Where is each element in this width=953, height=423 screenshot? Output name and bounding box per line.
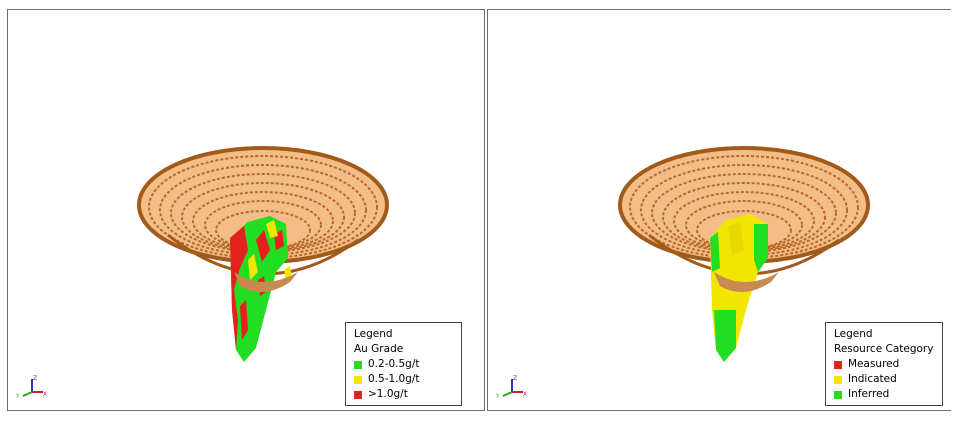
legend-item: 0.5-1.0g/t xyxy=(354,372,453,387)
pit-orebody-model-resource-category xyxy=(618,146,870,362)
legend-item: 0.2-0.5g/t xyxy=(354,357,453,372)
pit-floor xyxy=(234,272,298,293)
legend-swatch xyxy=(354,360,362,369)
legend-item-label: Indicated xyxy=(848,373,897,385)
legend-item: Inferred xyxy=(834,387,934,402)
legend-swatch xyxy=(834,375,842,384)
axis-triad-icon: Z X Y xyxy=(15,375,47,400)
axis-y-label: Y xyxy=(16,393,20,400)
viewport-resource-category[interactable]: Z X Y Legend Resource Category Measured … xyxy=(487,9,951,411)
legend-item-label: Measured xyxy=(848,358,900,370)
axis-x-label: X xyxy=(523,391,527,398)
legend-swatch xyxy=(834,360,842,369)
viewport-au-grade[interactable]: Z X Y Legend Au Grade 0.2-0.5g/t 0.5-1.0… xyxy=(7,9,485,411)
legend-swatch xyxy=(354,375,362,384)
legend-title: Legend xyxy=(834,328,873,340)
axis-x-label: X xyxy=(43,391,47,398)
legend-item-label: 0.5-1.0g/t xyxy=(368,373,420,385)
legend-item-label: >1.0g/t xyxy=(368,388,408,400)
axis-z-label: Z xyxy=(513,375,517,382)
legend-item: Indicated xyxy=(834,372,934,387)
legend-resource-category: Legend Resource Category Measured Indica… xyxy=(825,322,943,406)
pit-shell xyxy=(137,146,389,276)
legend-subtitle: Au Grade xyxy=(354,343,404,355)
legend-item: >1.0g/t xyxy=(354,387,453,402)
pit-orebody-model-au-grade xyxy=(137,146,389,362)
legend-swatch xyxy=(354,390,362,399)
legend-au-grade: Legend Au Grade 0.2-0.5g/t 0.5-1.0g/t >1… xyxy=(345,322,462,406)
legend-item-label: 0.2-0.5g/t xyxy=(368,358,420,370)
legend-subtitle: Resource Category xyxy=(834,343,934,355)
axis-y-label: Y xyxy=(496,393,500,400)
axis-triad: Z X Y xyxy=(15,374,48,404)
axis-triad: Z X Y xyxy=(495,374,528,404)
pit-floor xyxy=(714,272,779,293)
axis-z-label: Z xyxy=(33,375,37,382)
legend-item-label: Inferred xyxy=(848,388,890,400)
legend-item: Measured xyxy=(834,357,934,372)
legend-swatch xyxy=(834,390,842,399)
legend-title: Legend xyxy=(354,328,393,340)
axis-triad-icon: Z X Y xyxy=(495,375,527,400)
